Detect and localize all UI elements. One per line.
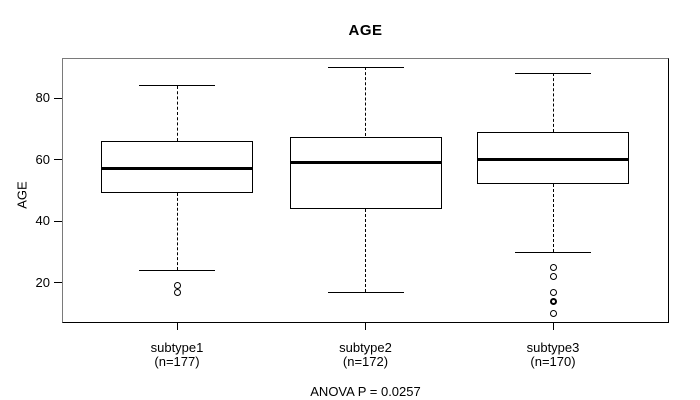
x-group-name: subtype3 [526, 340, 580, 355]
lower-whisker [365, 208, 366, 293]
upper-whisker [176, 85, 178, 142]
lower-whisker [552, 184, 554, 252]
box [289, 136, 442, 209]
y-axis-tick [54, 220, 62, 222]
x-axis-group-label: subtype2 (n=172) [291, 341, 441, 369]
box [101, 141, 253, 194]
lower-whisker-cap [515, 251, 591, 253]
upper-whisker [365, 67, 366, 137]
lower-whisker [176, 193, 178, 271]
lower-whisker-cap [139, 269, 215, 271]
median-line [477, 158, 629, 162]
x-group-n: (n=170) [530, 354, 576, 369]
outlier-point [173, 288, 181, 296]
outlier-point [549, 263, 557, 271]
lower-whisker-cap [327, 291, 404, 293]
y-axis-tick [54, 97, 62, 99]
x-axis-tick [365, 323, 366, 330]
upper-whisker-cap [327, 66, 404, 68]
y-axis-tick-label: 80 [35, 90, 50, 105]
x-group-name: subtype1 [150, 340, 204, 355]
anova-annotation: ANOVA P = 0.0257 [310, 384, 421, 399]
upper-whisker-cap [515, 72, 591, 74]
median-line [101, 167, 253, 171]
x-group-name: subtype2 [339, 340, 392, 355]
x-axis-group-label: subtype1 (n=177) [102, 341, 252, 369]
y-axis-tick [54, 159, 62, 161]
box [477, 131, 629, 185]
x-axis-tick [552, 323, 554, 330]
y-axis-tick-label: 40 [35, 213, 50, 229]
x-axis-tick [176, 323, 178, 330]
chart-title: AGE [348, 22, 383, 39]
y-axis-tick-label: 60 [35, 151, 50, 167]
outlier-point [549, 288, 557, 296]
upper-whisker [552, 73, 554, 132]
median-line [289, 161, 442, 165]
outlier-point [549, 310, 557, 318]
y-axis-tick [54, 282, 62, 284]
x-axis-group-label: subtype3 (n=170) [478, 341, 628, 369]
x-group-n: (n=177) [154, 354, 200, 369]
upper-whisker-cap [139, 85, 215, 87]
y-axis-tick-label: 20 [35, 274, 50, 290]
y-axis-label: AGE [14, 181, 30, 209]
outlier-point [549, 273, 557, 281]
outlier-point [549, 297, 557, 305]
x-group-n: (n=172) [342, 354, 389, 369]
